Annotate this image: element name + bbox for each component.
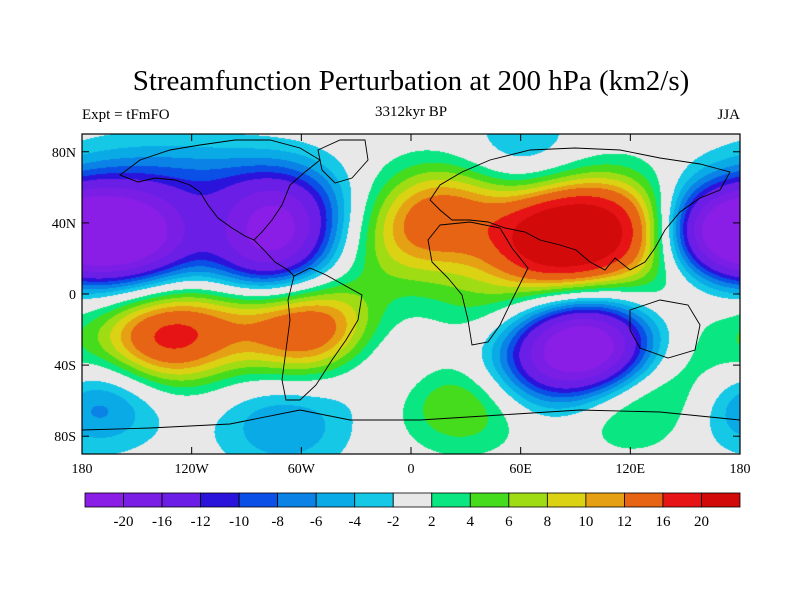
- coast-central-america: [253, 239, 295, 277]
- colorbar-label-14: 16: [655, 514, 671, 530]
- colorbar-label-11: 8: [544, 514, 552, 530]
- colorbar-box-4: [238, 492, 279, 508]
- colorbar: -20 -16 -12 -10 -8 -6 -4 -2 2 4 6 8 10 12 16 20: [84, 492, 741, 530]
- colorbar-box-7: [354, 492, 394, 508]
- colorbar-label-5: -6: [310, 514, 323, 530]
- coast-eurasia: [429, 147, 731, 271]
- colorbar-box-16: [701, 492, 741, 508]
- coast-australia: [629, 299, 701, 359]
- colorbar-label-15: 20: [694, 514, 709, 530]
- colorbar-label-7: -2: [387, 514, 400, 530]
- experiment-label: Expt = tFmFO: [82, 107, 170, 123]
- colorbar-box-9: [431, 492, 471, 508]
- y-tick-label-3: 40S: [54, 359, 76, 374]
- colorbar-box-10: [469, 492, 510, 508]
- colorbar-box-0: [84, 492, 124, 508]
- chart-subtitle: 3312kyr BP: [375, 104, 447, 120]
- season-label: JJA: [717, 107, 740, 123]
- coast-greenland: [317, 139, 369, 184]
- colorbar-box-15: [662, 492, 702, 508]
- x-tick-label-6: 180: [730, 462, 751, 477]
- y-tick-label-4: 80S: [54, 430, 76, 445]
- x-tick-label-4: 60E: [509, 462, 532, 477]
- y-tick-label-1: 40N: [52, 217, 76, 232]
- x-tick-label-5: 120E: [616, 462, 646, 477]
- colorbar-label-9: 4: [467, 514, 475, 530]
- y-tick-label-2: 0: [69, 288, 76, 303]
- colorbar-box-5: [277, 492, 317, 508]
- chart-title: Streamfunction Perturbation at 200 hPa (…: [133, 65, 690, 97]
- colorbar-label-4: -8: [271, 514, 284, 530]
- colorbar-label-8: 2: [428, 514, 436, 530]
- colorbar-box-2: [161, 492, 201, 508]
- coast-antarctica: [82, 409, 740, 431]
- map-axes: 180 120W 60W 0 60E 120E 180 80N 40N 0 40S 80S: [52, 134, 751, 477]
- colorbar-box-13: [585, 492, 625, 508]
- colorbar-label-2: -12: [191, 514, 211, 530]
- colorbar-label-0: -20: [114, 514, 134, 530]
- colorbar-label-3: -10: [229, 514, 249, 530]
- coastlines: [82, 139, 740, 431]
- colorbar-label-6: -4: [348, 514, 361, 530]
- colorbar-box-11: [508, 492, 548, 508]
- colorbar-box-6: [315, 492, 356, 508]
- x-tick-label-1: 120W: [175, 462, 210, 477]
- colorbar-box-3: [200, 492, 240, 508]
- colorbar-label-12: 10: [578, 514, 593, 530]
- x-tick-label-3: 0: [408, 462, 415, 477]
- colorbar-box-14: [624, 492, 664, 508]
- x-tick-label-2: 60W: [288, 462, 316, 477]
- colorbar-label-1: -16: [152, 514, 172, 530]
- y-tick-label-0: 80N: [52, 146, 76, 161]
- coast-south-america: [281, 267, 363, 401]
- colorbar-box-12: [546, 492, 587, 508]
- contour-field: [82, 134, 740, 454]
- coast-north-america: [119, 139, 321, 241]
- x-tick-label-0: 180: [72, 462, 93, 477]
- colorbar-box-1: [123, 492, 163, 508]
- colorbar-label-10: 6: [505, 514, 513, 530]
- coast-africa: [427, 221, 529, 346]
- colorbar-box-8: [392, 492, 433, 508]
- colorbar-label-13: 12: [617, 514, 632, 530]
